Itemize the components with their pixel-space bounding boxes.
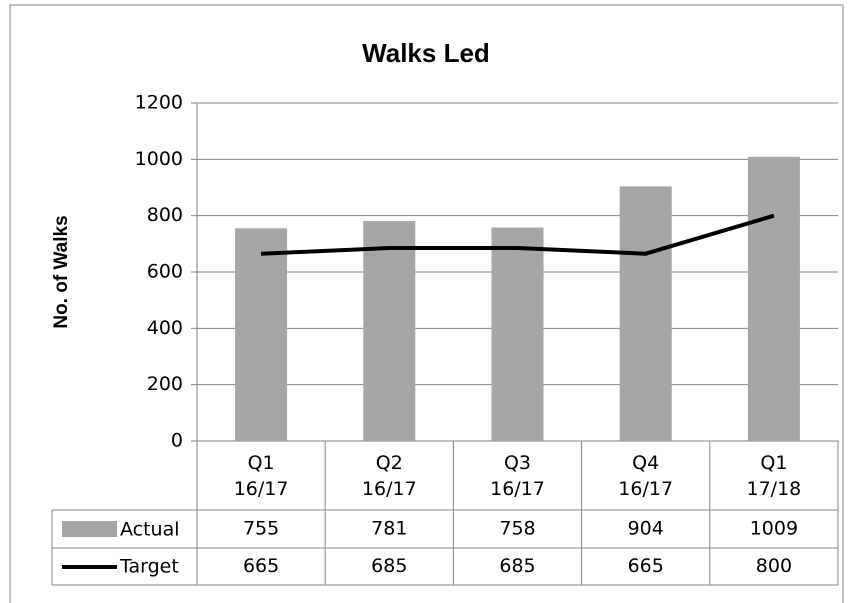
x-tick-label: Q1 17/18	[746, 452, 802, 500]
table-value: 665	[243, 555, 279, 577]
legend-label: Actual	[120, 519, 180, 541]
y-tick-label: 1000	[135, 148, 183, 170]
y-tick-label: 600	[147, 261, 183, 283]
table-value: 755	[243, 518, 279, 540]
chart-title: Walks Led	[362, 38, 490, 68]
bar	[747, 156, 800, 441]
table-value: 758	[499, 518, 535, 540]
legend-label: Target	[119, 556, 179, 578]
chart-border	[9, 4, 844, 603]
x-tick-label: Q2 16/17	[361, 452, 417, 500]
x-tick-label: Q4 16/17	[618, 452, 674, 500]
bar	[363, 221, 416, 441]
y-axis-label: No. of Walks	[51, 215, 72, 328]
y-tick-label: 400	[147, 317, 183, 339]
bar	[491, 227, 544, 441]
table-value: 685	[499, 555, 535, 577]
table-value: 781	[371, 518, 407, 540]
table-value: 685	[371, 555, 407, 577]
y-tick-label: 1200	[135, 92, 183, 114]
table-value: 665	[628, 555, 664, 577]
table-value: 904	[628, 518, 664, 540]
bar	[619, 186, 672, 441]
legend-swatch	[62, 521, 117, 537]
x-tick-label: Q1 16/17	[233, 452, 289, 500]
table-value: 1009	[750, 518, 798, 540]
y-tick-label: 200	[147, 373, 183, 395]
table-value: 800	[756, 555, 792, 577]
x-tick-label: Q3 16/17	[490, 452, 545, 500]
target-line	[261, 213, 775, 256]
y-tick-label: 0	[171, 430, 183, 452]
y-tick-label: 800	[147, 204, 183, 226]
bar	[235, 228, 288, 441]
